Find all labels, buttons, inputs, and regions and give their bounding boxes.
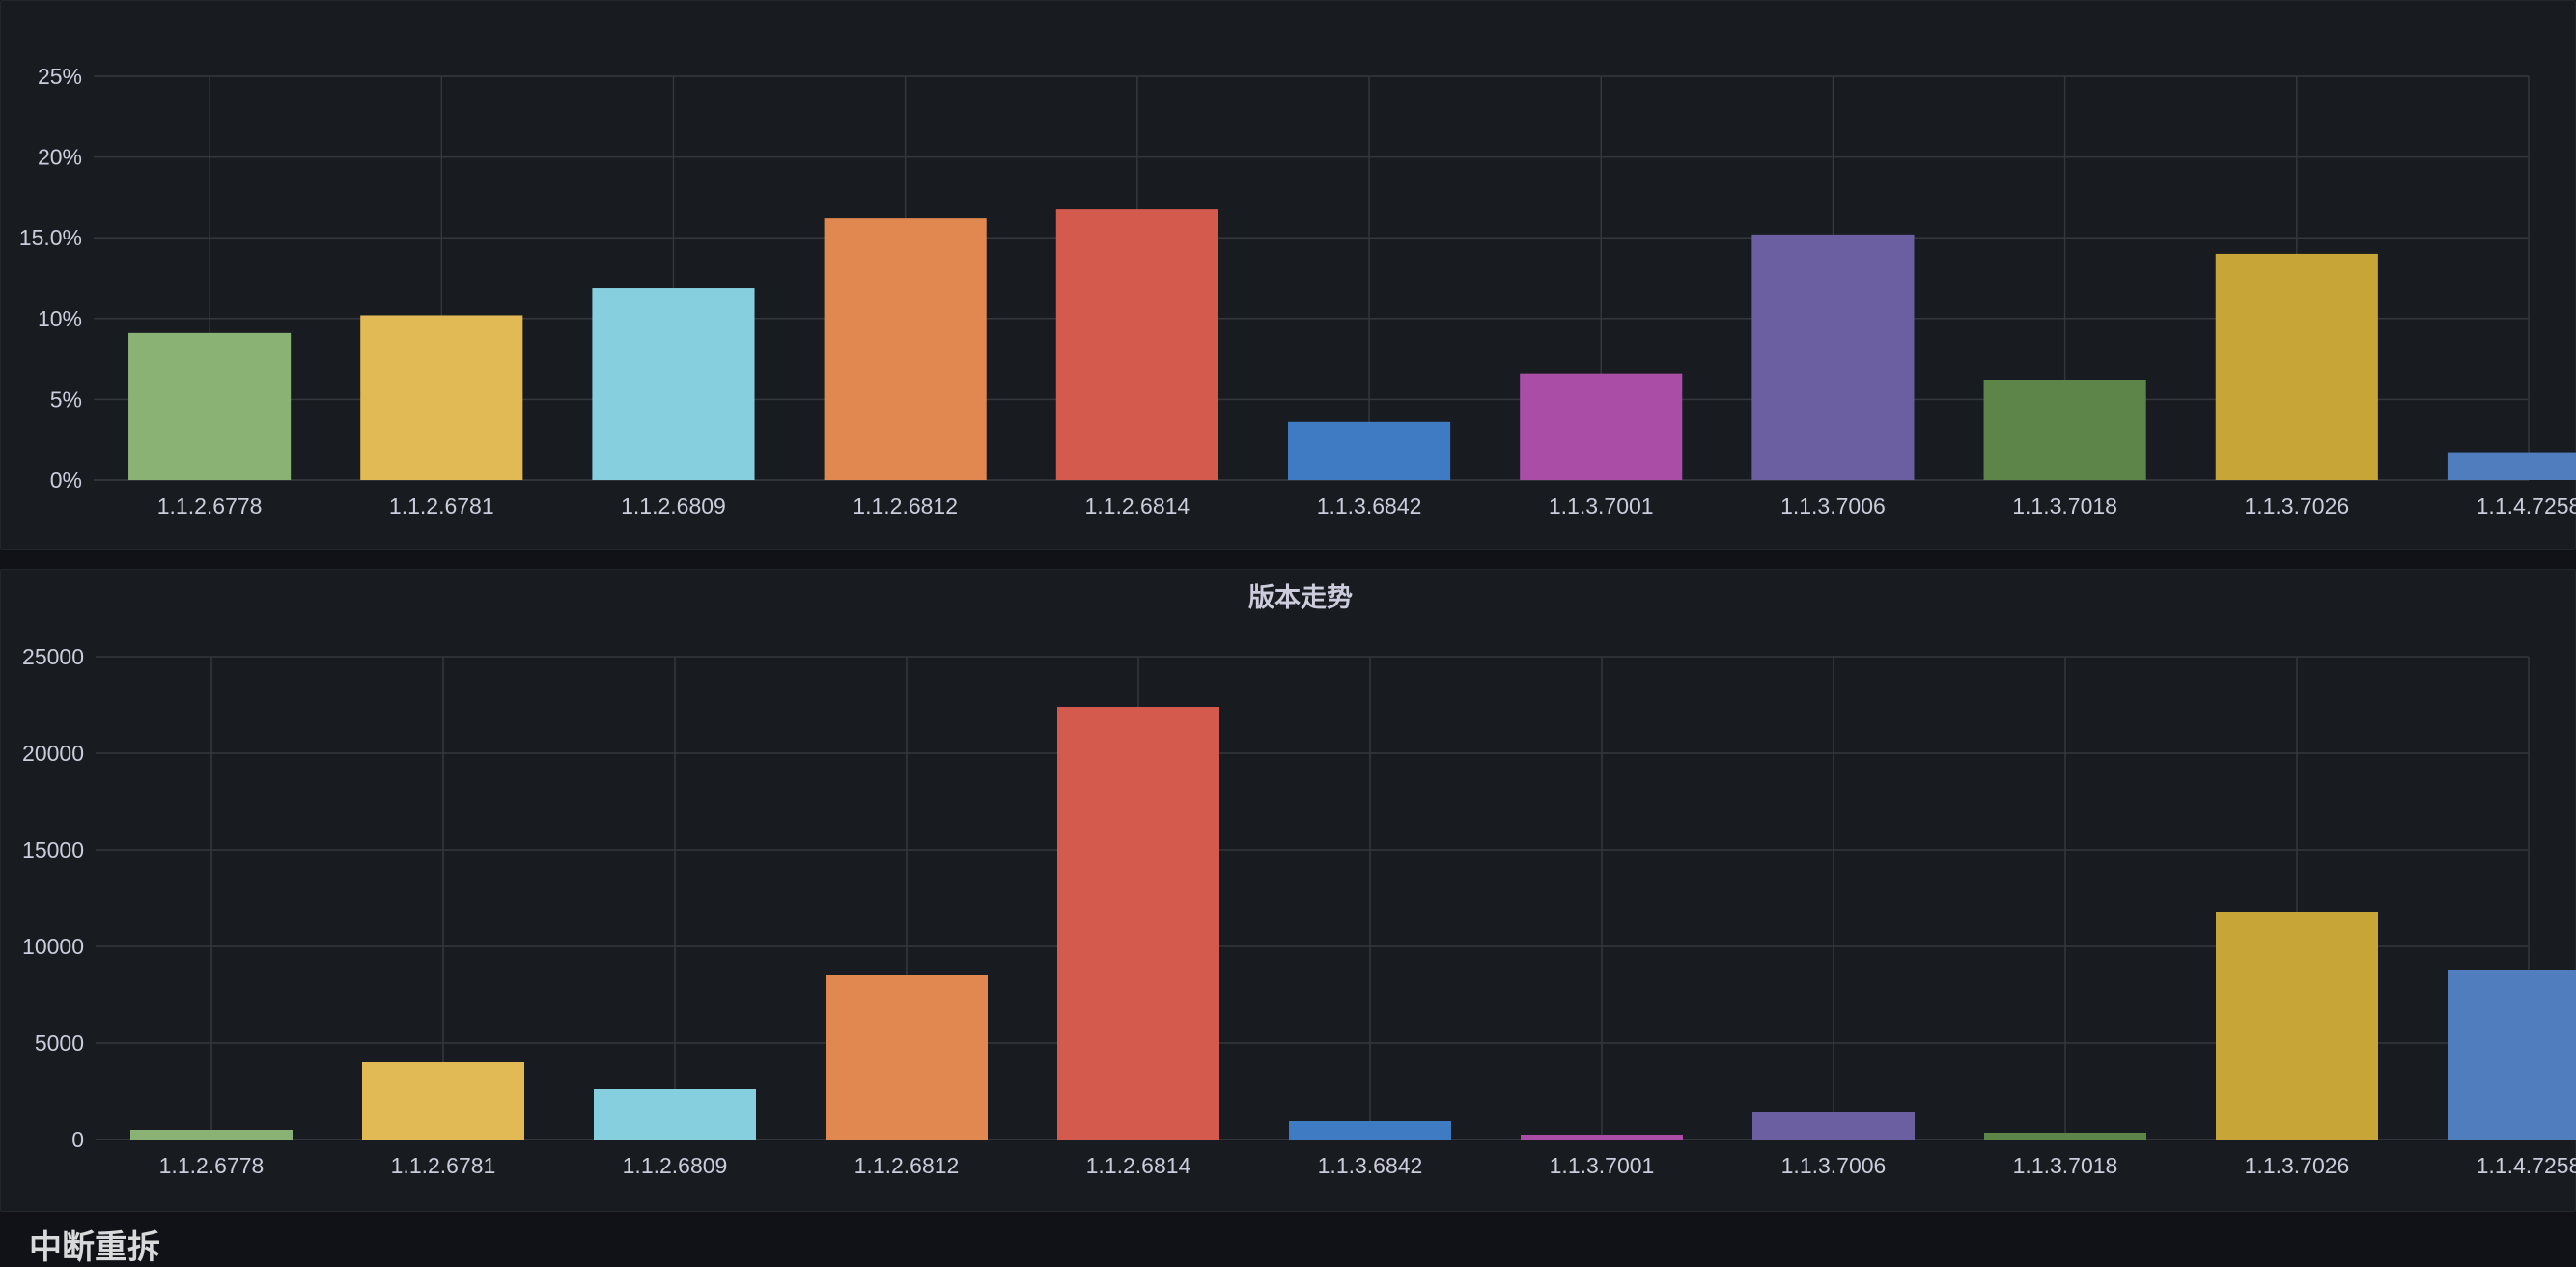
- y-tick-label: 5%: [50, 386, 82, 411]
- bar-1.1.2.6781[interactable]: [362, 1062, 524, 1140]
- x-tick-label: 1.1.2.6814: [1084, 493, 1190, 519]
- y-tick-label: 0%: [50, 467, 82, 493]
- x-tick-label: 1.1.3.7006: [1780, 493, 1886, 519]
- x-tick-label: 1.1.2.6809: [623, 1153, 728, 1178]
- bar-1.1.3.7026[interactable]: [2215, 253, 2378, 480]
- y-tick-label: 10%: [38, 306, 82, 331]
- x-tick-label: 1.1.3.7026: [2245, 1153, 2350, 1178]
- bar-1.1.4.7258[interactable]: [2447, 452, 2576, 480]
- x-tick-label: 1.1.3.6842: [1317, 493, 1422, 519]
- bar-1.1.3.6842[interactable]: [1287, 421, 1451, 480]
- bar-1.1.3.7006[interactable]: [1752, 1112, 1915, 1140]
- y-tick-label: 0: [71, 1127, 84, 1152]
- x-tick-label: 1.1.3.7006: [1781, 1153, 1887, 1178]
- y-tick-label: 20000: [22, 741, 84, 766]
- y-tick-label: 25%: [38, 64, 82, 89]
- bar-1.1.3.7001[interactable]: [1520, 373, 1683, 480]
- bar-1.1.3.6842[interactable]: [1289, 1121, 1451, 1140]
- bar-1.1.2.6781[interactable]: [360, 315, 523, 480]
- y-tick-label: 15000: [22, 837, 84, 862]
- bar-1.1.2.6778[interactable]: [130, 1130, 293, 1140]
- bar-1.1.2.6809[interactable]: [594, 1089, 756, 1140]
- bar-1.1.2.6809[interactable]: [592, 288, 755, 480]
- x-tick-label: 1.1.2.6814: [1086, 1153, 1191, 1178]
- bar-1.1.2.6814[interactable]: [1057, 707, 1219, 1140]
- version-trend-chart: 版本走势 0 5000 10000 15000 20000 25000 1.1.2.6778 1…: [22, 583, 2576, 1178]
- x-tick-label: 1.1.2.6812: [853, 493, 958, 519]
- x-tick-label: 1.1.3.7026: [2244, 493, 2349, 519]
- bar-1.1.2.6778[interactable]: [128, 332, 292, 480]
- version-trend-panel: 版本走势 0 5000 10000 15000 20000 25000 1.1.2.6778 1…: [0, 569, 2576, 1212]
- x-tick-label: 1.1.2.6778: [159, 1153, 265, 1178]
- next-section-title: 中断重拆: [29, 1228, 160, 1267]
- version-share-panel: 0% 5% 10% 15.0% 20% 25% 1.1.2.6778 1.1.2.6781 1.…: [0, 0, 2576, 550]
- bar-1.1.2.6812[interactable]: [826, 975, 988, 1140]
- version-share-chart: 0% 5% 10% 15.0% 20% 25% 1.1.2.6778 1.1.2.6781 1.…: [19, 64, 2576, 519]
- y-tick-label: 25000: [22, 644, 84, 669]
- bar-1.1.2.6814[interactable]: [1055, 209, 1218, 480]
- y-tick-label: 20%: [38, 145, 82, 170]
- y-tick-label: 10000: [22, 934, 84, 959]
- y-tick-label: 15.0%: [19, 225, 82, 250]
- chart-title: 版本走势: [1248, 583, 1353, 613]
- x-tick-label: 1.1.3.7018: [2013, 1153, 2118, 1178]
- bar-1.1.4.7258[interactable]: [2448, 970, 2576, 1140]
- bar-1.1.3.7001[interactable]: [1521, 1135, 1683, 1140]
- bar-1.1.3.7018[interactable]: [1983, 380, 2146, 480]
- y-tick-label: 5000: [35, 1030, 84, 1056]
- bar-1.1.3.7018[interactable]: [1984, 1133, 2146, 1140]
- x-tick-label: 1.1.2.6781: [391, 1153, 496, 1178]
- bar-1.1.3.7026[interactable]: [2216, 912, 2378, 1140]
- x-tick-label: 1.1.4.7258: [2477, 1153, 2576, 1178]
- x-tick-label: 1.1.2.6781: [389, 493, 494, 519]
- x-tick-label: 1.1.4.7258: [2477, 493, 2576, 519]
- x-tick-label: 1.1.3.6842: [1318, 1153, 1423, 1178]
- bar-1.1.3.7006[interactable]: [1751, 234, 1915, 480]
- x-tick-label: 1.1.2.6812: [854, 1153, 960, 1178]
- x-tick-label: 1.1.3.7001: [1550, 1153, 1655, 1178]
- x-tick-label: 1.1.2.6778: [157, 493, 263, 519]
- x-tick-label: 1.1.2.6809: [621, 493, 726, 519]
- x-tick-label: 1.1.3.7018: [2012, 493, 2117, 519]
- x-tick-label: 1.1.3.7001: [1549, 493, 1654, 519]
- bar-1.1.2.6812[interactable]: [824, 218, 987, 481]
